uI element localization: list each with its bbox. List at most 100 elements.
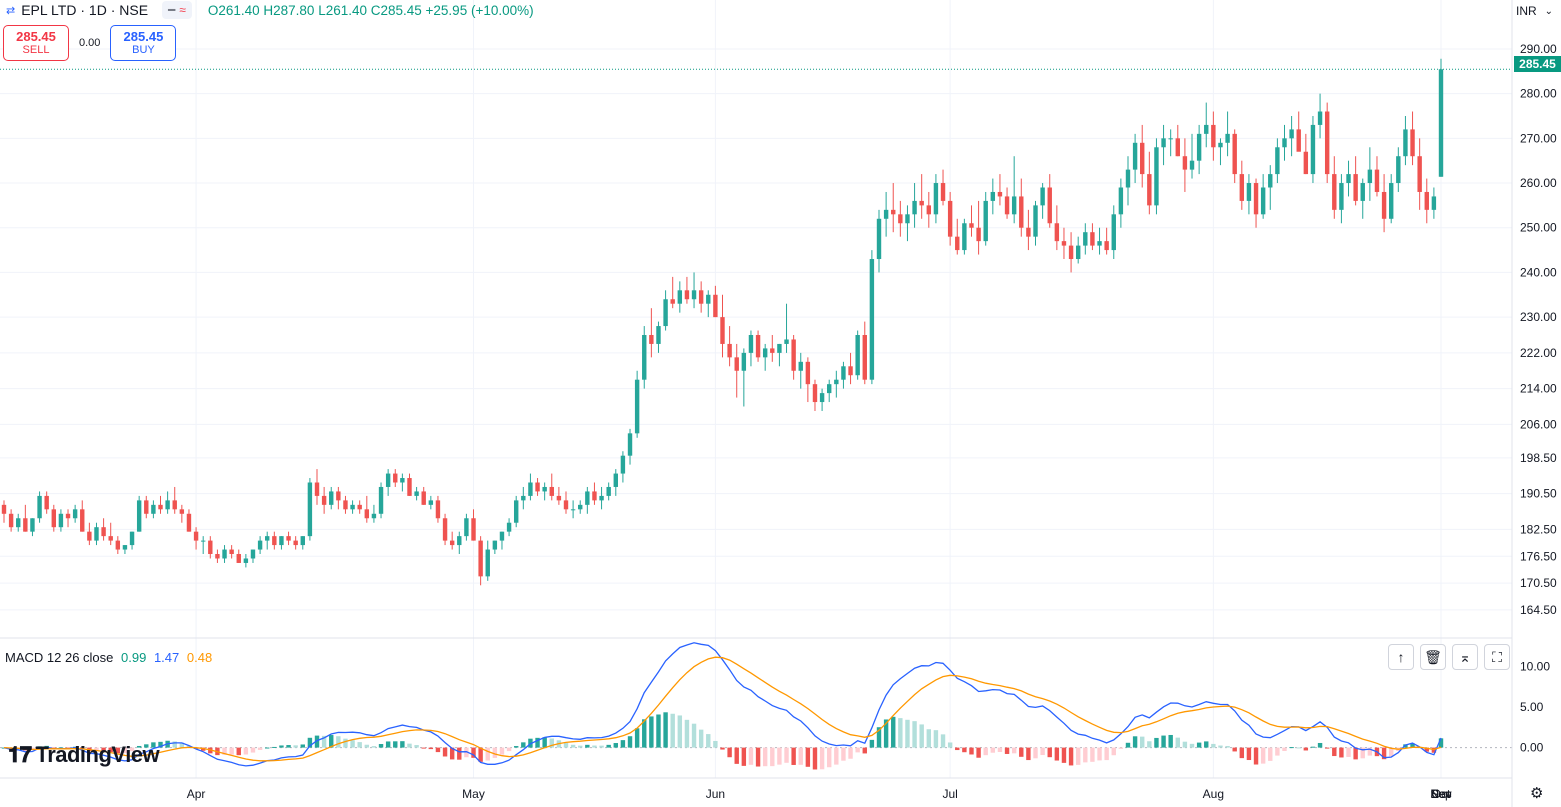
macd-hist-bar [272, 746, 277, 748]
macd-hist-bar [385, 741, 391, 748]
macd-hist-bar [976, 747, 981, 758]
macd-hist-bar [862, 747, 867, 754]
maximize-icon[interactable]: ⛶ [1484, 644, 1510, 670]
x-tick-label: Sep [1430, 787, 1452, 801]
macd-hist-bar [30, 747, 35, 750]
macd-hist-bar [1189, 743, 1195, 748]
macd-hist-bar [727, 747, 732, 758]
macd-hist-bar [1431, 747, 1437, 753]
macd-hist-value: 0.99 [121, 650, 147, 665]
macd-hist-bar [848, 747, 853, 759]
candle-body [506, 522, 512, 532]
candle-body [1289, 129, 1294, 139]
currency-selector[interactable]: INR ⌄ [1516, 2, 1560, 20]
symbol-icon[interactable]: ⇄ [6, 4, 16, 17]
candle-body [905, 214, 910, 224]
candle-body [1317, 111, 1323, 125]
macd-hist-bar [250, 747, 256, 753]
macd-hist-bar [329, 735, 334, 748]
macd-hist-bar [812, 747, 818, 770]
buy-button[interactable]: 285.45 BUY [110, 25, 177, 61]
macd-hist-bar [1125, 742, 1131, 748]
macd-hist-bar [1296, 747, 1301, 749]
candle-body [122, 545, 128, 550]
candle-body [827, 384, 832, 394]
macd-hist-bar [421, 747, 426, 749]
candle-body [891, 209, 896, 215]
macd-hist-bar [1147, 741, 1152, 748]
compare-toggle[interactable]: ━ ≈ [162, 1, 192, 19]
symbol-title[interactable]: EPL LTD · 1D · NSE [21, 2, 149, 18]
macd-hist-bar [748, 747, 754, 765]
macd-hist-bar [684, 719, 690, 748]
macd-hist-bar [200, 747, 206, 751]
macd-y-tick-label: 5.00 [1520, 700, 1544, 714]
candle-body [208, 540, 213, 555]
candle-body [1140, 142, 1145, 175]
candle-body [1239, 174, 1245, 201]
candle-body [478, 540, 483, 577]
candle-body [1417, 156, 1422, 192]
macd-hist-bar [471, 747, 476, 758]
candle-body [87, 531, 92, 541]
gear-icon[interactable]: ⚙ [1530, 785, 1544, 802]
macd-hist-bar [1019, 747, 1024, 757]
macd-hist-bar [990, 747, 996, 753]
tradingview-logo[interactable]: 𝟏𝟕 TradingView [8, 742, 160, 768]
macd-hist-bar [179, 742, 185, 748]
macd-hist-bar [1075, 747, 1081, 765]
candle-body [357, 504, 362, 510]
candle-body [265, 536, 270, 541]
candle-body [37, 495, 42, 519]
macd-hist-bar [1204, 741, 1209, 748]
candle-body [442, 518, 448, 541]
sell-button[interactable]: 285.45 SELL [3, 25, 69, 61]
macd-hist-bar [343, 738, 348, 748]
collapse-icon[interactable]: ⌅ [1452, 644, 1478, 670]
candle-body [983, 200, 988, 242]
candle-body [1367, 169, 1373, 184]
x-tick-label: Apr [187, 787, 206, 801]
macd-hist-bar [1111, 747, 1116, 756]
y-tick-label: 240.00 [1520, 265, 1557, 279]
candle-body [1396, 156, 1401, 184]
macd-hist-bar [506, 747, 512, 752]
macd-hist-bar [321, 735, 327, 748]
candle-body [1360, 183, 1365, 201]
macd-hist-bar [101, 747, 106, 752]
arrow-up-icon[interactable]: ↑ [1388, 644, 1414, 670]
candle-body [727, 343, 732, 358]
candle-body [1132, 142, 1138, 170]
candle-body [1431, 196, 1437, 210]
candle-body [1324, 111, 1330, 175]
macd-hist-bar [122, 747, 128, 754]
macd-hist-bar [1168, 734, 1173, 748]
trash-icon[interactable]: 🗑 [1420, 644, 1446, 670]
candle-body [94, 527, 99, 541]
candle-body [343, 500, 348, 510]
macd-hist-bar [1218, 745, 1223, 748]
candle-body [962, 223, 967, 251]
macd-hist-bar [1324, 747, 1330, 749]
macd-hist-bar [891, 716, 896, 748]
macd-hist-bar [144, 744, 149, 748]
spread-value: 0.00 [79, 37, 101, 49]
macd-hist-bar [1303, 747, 1309, 751]
macd-hist-bar [414, 745, 419, 748]
macd-legend[interactable]: MACD 12 26 close 0.99 1.47 0.48 [5, 650, 212, 665]
candle-body [1011, 196, 1017, 215]
macd-hist-bar [1033, 747, 1038, 759]
candle-body [1339, 183, 1344, 210]
candle-body [1225, 133, 1230, 143]
macd-pane [0, 642, 1512, 770]
macd-hist-bar [876, 727, 882, 748]
candle-body [144, 500, 149, 514]
macd-hist-bar [513, 746, 519, 748]
candle-body [741, 352, 747, 371]
macd-hist-bar [1068, 747, 1074, 766]
candle-body [784, 339, 789, 344]
macd-hist-bar [663, 712, 668, 748]
candle-body [691, 290, 697, 300]
macd-hist-bar [1275, 747, 1280, 756]
